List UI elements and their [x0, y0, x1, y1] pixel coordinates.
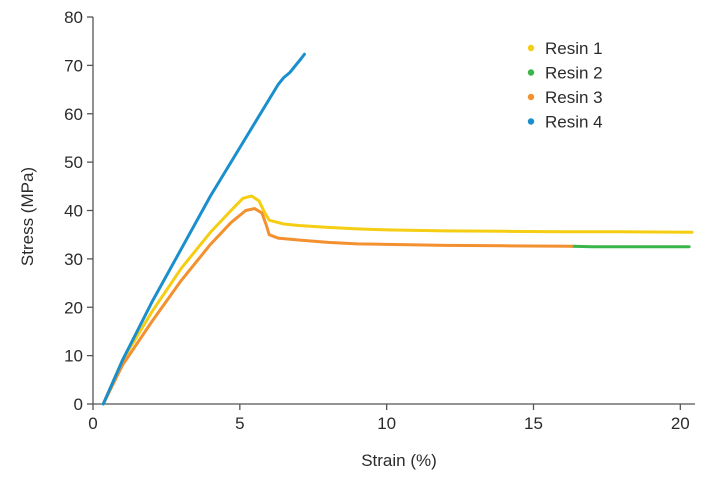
y-tick-label: 60 — [64, 105, 83, 124]
legend-marker — [528, 118, 534, 124]
y-tick-label: 70 — [64, 56, 83, 75]
y-axis-title: Stress (MPa) — [18, 167, 37, 266]
y-tick-label: 0 — [74, 395, 83, 414]
y-tick-label: 10 — [64, 347, 83, 366]
legend-label: Resin 3 — [545, 88, 603, 107]
legend-label: Resin 1 — [545, 39, 603, 58]
legend-marker — [528, 69, 534, 75]
x-ticks: 0 5 10 15 20 — [88, 404, 690, 433]
x-tick-label: 5 — [235, 414, 244, 433]
y-ticks: 0 10 20 30 40 50 60 70 80 — [64, 8, 93, 414]
series-lines — [103, 54, 692, 404]
x-axis-title: Strain (%) — [361, 451, 437, 470]
axes — [93, 17, 695, 404]
legend-marker — [528, 45, 534, 51]
x-tick-label: 0 — [88, 414, 97, 433]
series-line-3 — [103, 209, 571, 404]
legend: Resin 1 Resin 2 Resin 3 Resin 4 — [528, 39, 603, 132]
legend-label: Resin 2 — [545, 64, 603, 83]
y-tick-label: 50 — [64, 153, 83, 172]
x-tick-label: 20 — [671, 414, 690, 433]
x-tick-label: 15 — [524, 414, 543, 433]
legend-label: Resin 4 — [545, 113, 603, 132]
x-tick-label: 10 — [377, 414, 396, 433]
y-tick-label: 80 — [64, 8, 83, 27]
y-tick-label: 40 — [64, 202, 83, 221]
legend-marker — [528, 94, 534, 100]
y-tick-label: 30 — [64, 250, 83, 269]
y-tick-label: 20 — [64, 298, 83, 317]
